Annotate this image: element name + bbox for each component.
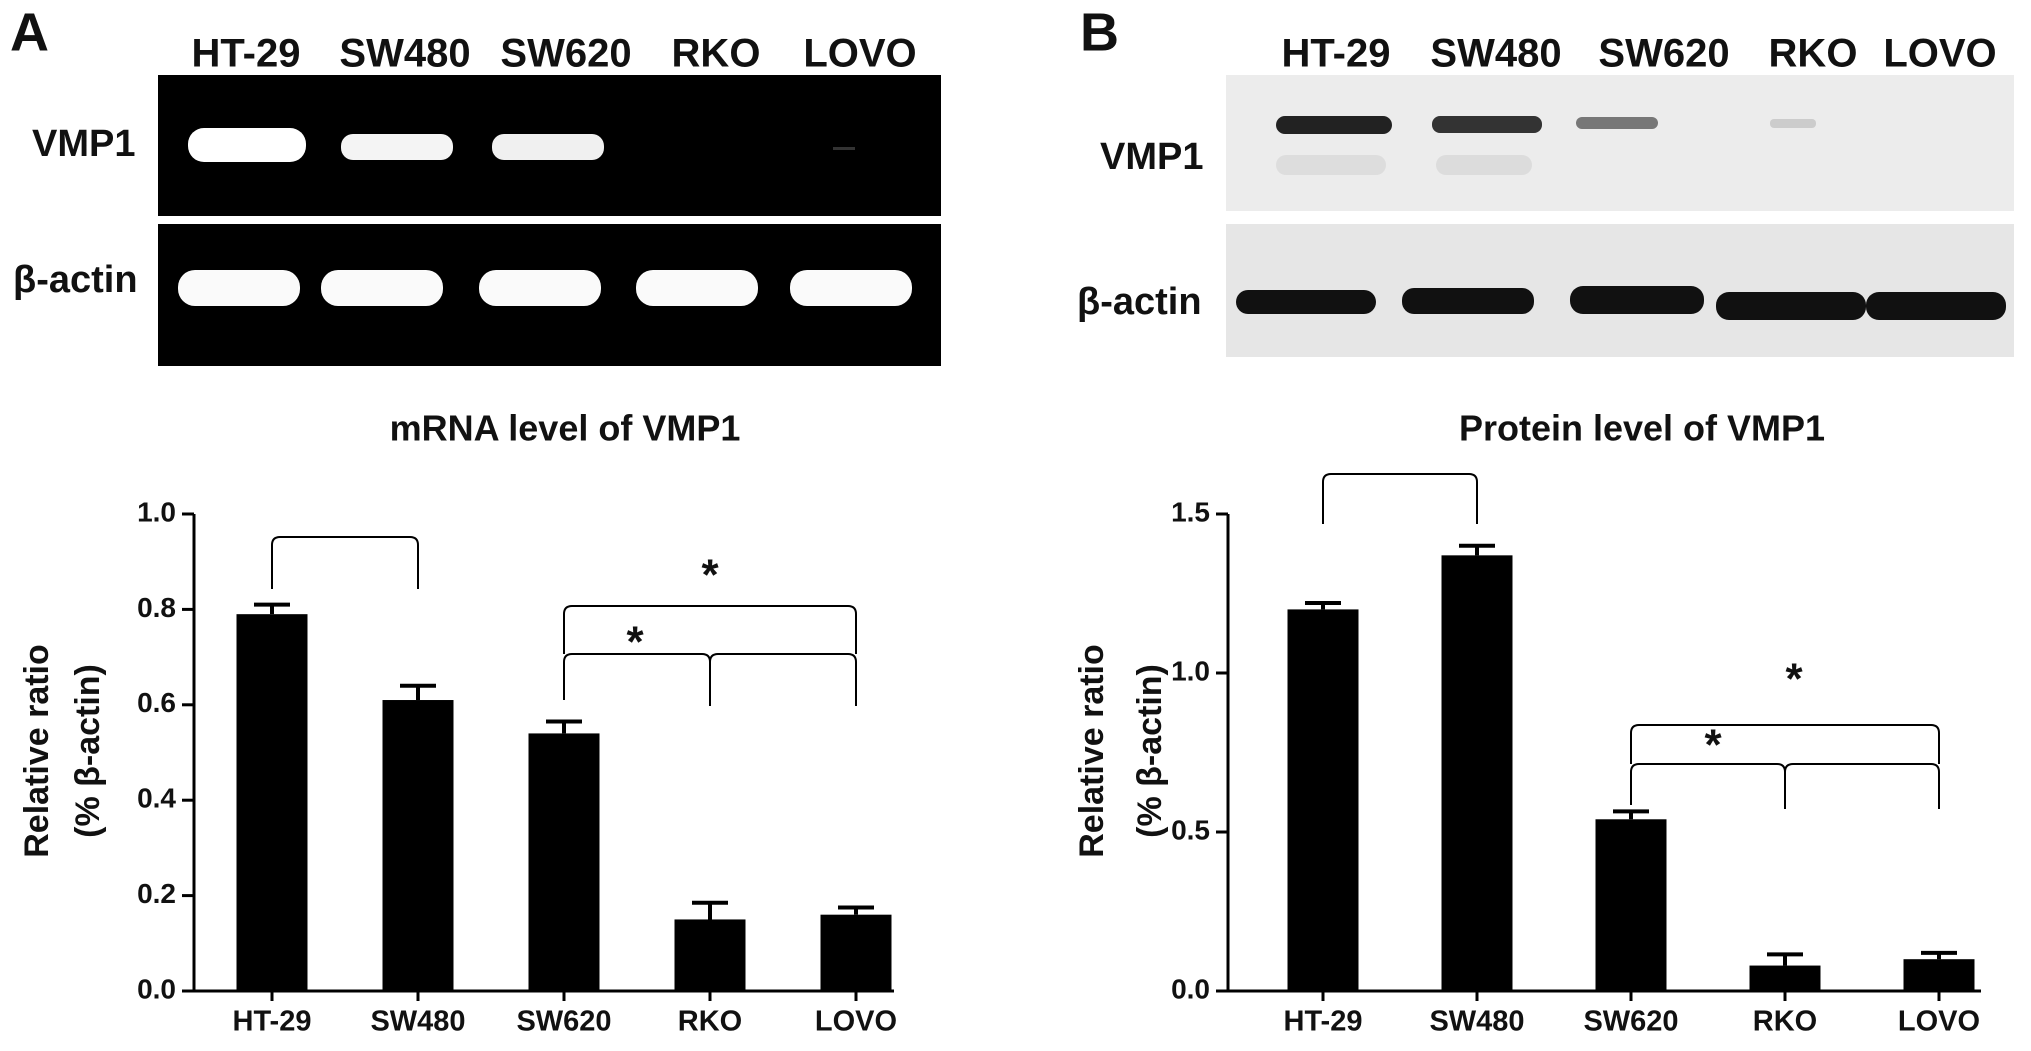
lane-label: LOVO: [1883, 32, 1996, 76]
significance-bracket: [1630, 724, 1940, 764]
x-tick-label: SW620: [1583, 1006, 1678, 1038]
lane-label: RKO: [672, 32, 761, 76]
significance-bracket: [1630, 763, 1786, 809]
bar: [1595, 819, 1667, 991]
y-tick-label: 1.5: [1171, 496, 1210, 527]
y-axis-label: Relative ratio: [18, 644, 56, 858]
error-bar: [1767, 952, 1803, 966]
lane-label: SW620: [500, 32, 631, 76]
significance-bracket: [563, 605, 857, 654]
error-bar: [1613, 809, 1649, 820]
significance-bracket: [709, 653, 857, 706]
gel-a: [158, 75, 941, 366]
error-bar: [692, 900, 728, 920]
row-label: VMP1: [32, 123, 135, 165]
error-bar: [254, 602, 290, 615]
y-tick-label: 0.5: [1171, 814, 1210, 845]
lane-label: HT-29: [192, 32, 301, 76]
bar: [1287, 609, 1359, 991]
lane-label: SW480: [1430, 32, 1561, 76]
x-tick-label: RKO: [1753, 1006, 1817, 1038]
x-tick-label: SW480: [370, 1006, 465, 1038]
bar: [674, 919, 746, 991]
significance-star: *: [701, 551, 719, 600]
bar: [382, 700, 454, 991]
lane-label: SW620: [1598, 32, 1729, 76]
y-tick-label: 0.8: [137, 592, 176, 623]
significance-star: *: [1704, 721, 1722, 770]
x-tick-label: LOVO: [815, 1006, 897, 1038]
y-tick-label: 0.0: [1171, 973, 1210, 1004]
gel-b: [1226, 75, 2014, 357]
significance-bracket: [1784, 763, 1940, 809]
row-label: VMP1: [1100, 136, 1203, 178]
x-tick-label: HT-29: [233, 1006, 312, 1038]
y-tick-label: 1.0: [1171, 655, 1210, 686]
error-bar: [1305, 601, 1341, 610]
lane-label: LOVO: [803, 32, 916, 76]
bar: [1749, 965, 1821, 991]
x-tick-label: RKO: [678, 1006, 742, 1038]
error-bar: [400, 683, 436, 701]
error-bar: [1459, 543, 1495, 556]
bar: [236, 614, 308, 991]
y-axis-label: (% β-actin): [1131, 664, 1169, 838]
lane-label: SW480: [339, 32, 470, 76]
y-tick-label: 1.0: [137, 496, 176, 527]
error-bar: [838, 905, 874, 915]
row-label: β-actin: [1077, 281, 1202, 323]
row-label: β-actin: [13, 259, 138, 301]
lane-label: HT-29: [1282, 32, 1391, 76]
y-tick-label: 0.4: [137, 783, 176, 814]
x-tick-label: LOVO: [1898, 1006, 1980, 1038]
bar: [528, 733, 600, 991]
x-tick-label: HT-29: [1284, 1006, 1363, 1038]
y-tick-label: 0.0: [137, 973, 176, 1004]
y-tick-label: 0.2: [137, 878, 176, 909]
significance-star: *: [1785, 655, 1803, 704]
y-tick-label: 0.6: [137, 687, 176, 718]
significance-bracket: [1322, 473, 1478, 524]
significance-bracket: [271, 536, 419, 589]
panel-label: A: [10, 2, 49, 62]
panel-label: B: [1080, 2, 1119, 62]
x-tick-label: SW620: [516, 1006, 611, 1038]
bar: [1903, 959, 1975, 991]
bar: [820, 914, 892, 991]
x-tick-label: SW480: [1429, 1006, 1524, 1038]
lane-label: RKO: [1769, 32, 1858, 76]
y-axis-label: Relative ratio: [1073, 644, 1111, 858]
chart-title: Protein level of VMP1: [1459, 408, 1825, 449]
chart-title: mRNA level of VMP1: [390, 408, 741, 449]
error-bar: [1921, 950, 1957, 960]
error-bar: [546, 719, 582, 734]
bar: [1441, 555, 1513, 991]
y-axis-label: (% β-actin): [69, 664, 107, 838]
significance-star: *: [626, 618, 644, 667]
